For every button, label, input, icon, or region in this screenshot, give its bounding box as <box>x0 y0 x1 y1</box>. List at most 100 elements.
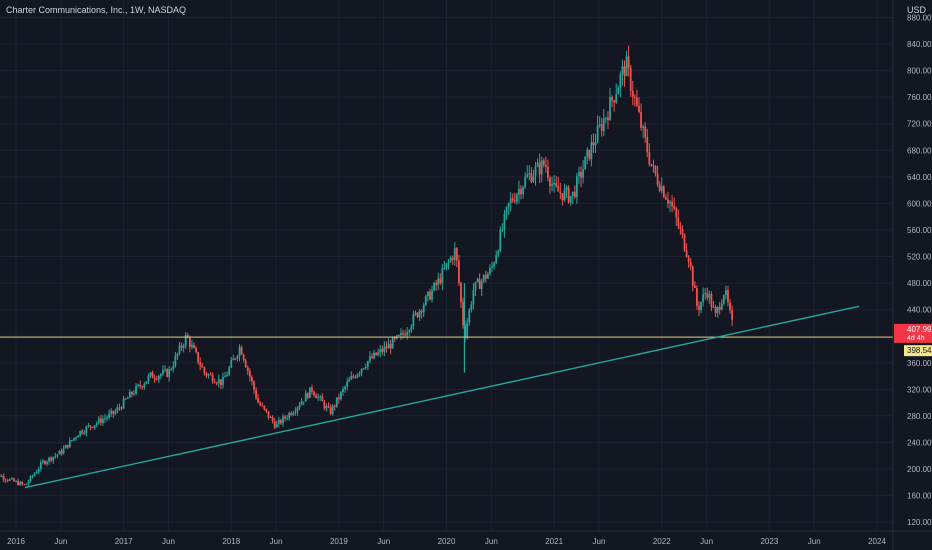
candle-body <box>108 413 111 418</box>
candle-body <box>27 481 30 485</box>
ascending-trend-line[interactable] <box>24 305 860 489</box>
candle-body <box>248 370 251 377</box>
candle-body <box>677 217 680 227</box>
candle-body <box>228 367 231 375</box>
candle-body <box>621 66 624 75</box>
candle-body <box>366 361 369 367</box>
candle-body <box>383 346 386 352</box>
candle-body <box>627 56 630 68</box>
candle-body <box>509 198 512 204</box>
candle-body <box>693 285 696 288</box>
candle-body <box>106 417 108 419</box>
candle-body <box>675 208 678 218</box>
candle-body <box>582 169 585 178</box>
candle-body <box>702 294 705 303</box>
candle-body <box>50 457 53 461</box>
candle-body <box>133 393 135 395</box>
candle-body <box>358 372 361 375</box>
candle-body <box>39 462 42 469</box>
candle-body <box>352 376 355 378</box>
candle-body <box>563 189 566 201</box>
candle-body <box>313 391 315 396</box>
candle-body <box>369 356 371 362</box>
candle-body <box>81 430 84 434</box>
candle-body <box>513 200 516 202</box>
y-tick-label: 120.00 <box>907 518 932 527</box>
candle-body <box>656 173 659 185</box>
candle-body <box>575 176 578 198</box>
y-tick-label: 240.00 <box>907 438 932 447</box>
candle-body <box>710 294 713 308</box>
candle-body <box>468 309 471 323</box>
candle-body <box>302 401 305 403</box>
candle-body <box>54 455 57 457</box>
y-tick-label: 360.00 <box>907 359 932 368</box>
candle-body <box>191 344 193 347</box>
drawn-lines[interactable] <box>0 305 893 489</box>
candle-body <box>652 165 655 167</box>
candle-body <box>696 287 698 306</box>
candle-body <box>706 293 709 298</box>
candle-body <box>389 343 392 349</box>
candle-body <box>476 279 479 282</box>
price-axis[interactable]: 120.00 160.00 200.00 240.00 280.00 320.00 360.… <box>892 0 932 550</box>
currency-label: USD <box>907 5 927 15</box>
candle-body <box>429 291 431 300</box>
candle-body <box>613 100 616 103</box>
candle-body <box>522 187 524 195</box>
candle-body <box>83 432 86 434</box>
candle-body <box>669 201 671 204</box>
candle-body <box>118 407 121 409</box>
candle-body <box>273 421 276 428</box>
candle-body <box>37 468 40 472</box>
symbol-title: Charter Communications, Inc., 1W, NASDAQ <box>6 5 187 15</box>
candle-body <box>538 162 541 175</box>
candle-body <box>162 370 164 375</box>
candle-body <box>23 484 26 486</box>
candle-body <box>631 90 634 97</box>
candle-body <box>267 411 270 418</box>
candle-body <box>199 362 202 366</box>
candle-body <box>532 176 535 182</box>
candle-body <box>58 450 61 455</box>
candle-body <box>464 325 467 337</box>
candle-body <box>629 67 632 91</box>
candle-body <box>170 369 173 371</box>
candle-body <box>364 366 367 369</box>
candle-body <box>458 260 460 283</box>
candle-body <box>708 294 711 298</box>
candle-body <box>205 373 208 376</box>
candle-body <box>609 96 611 121</box>
candle-body <box>240 347 243 355</box>
candle-body <box>598 124 601 126</box>
candle-body <box>619 74 622 88</box>
time-axis[interactable]: 2016 Jun 2017 Jun 2018 Jun 2019 Jun 2020 Jun 2021 J… <box>0 530 932 546</box>
candle-body <box>555 182 558 186</box>
x-tick-label: Jun <box>162 537 175 546</box>
y-tick-label: 840.00 <box>907 40 932 49</box>
candle-body <box>689 261 692 267</box>
candle-body <box>511 198 514 201</box>
candle-body <box>180 345 183 348</box>
candle-body <box>116 407 119 412</box>
candle-body <box>4 479 7 481</box>
x-tick-label: 2022 <box>653 537 671 546</box>
candle-body <box>515 194 518 202</box>
candle-body <box>234 358 237 360</box>
candle-body <box>97 418 100 423</box>
candle-body <box>507 203 510 208</box>
candle-body <box>222 376 224 385</box>
candle-body <box>547 166 549 178</box>
candle-body <box>362 368 365 370</box>
candle-body <box>480 280 483 289</box>
candle-body <box>495 255 498 264</box>
candle-body <box>149 372 152 376</box>
candle-body <box>426 291 429 296</box>
candle-body <box>263 405 266 409</box>
candle-body <box>683 234 686 251</box>
candle-body <box>704 293 707 295</box>
candle-body <box>586 149 589 157</box>
candle-body <box>261 405 264 407</box>
candle-body <box>284 416 286 419</box>
